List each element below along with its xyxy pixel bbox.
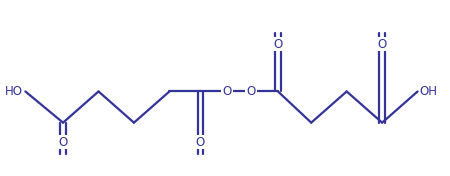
- Text: O: O: [196, 136, 205, 149]
- Text: O: O: [247, 85, 256, 98]
- Text: OH: OH: [420, 85, 438, 98]
- Text: O: O: [273, 38, 283, 51]
- Text: O: O: [58, 136, 68, 149]
- Text: O: O: [222, 85, 232, 98]
- Text: HO: HO: [5, 85, 23, 98]
- Text: O: O: [378, 38, 387, 51]
